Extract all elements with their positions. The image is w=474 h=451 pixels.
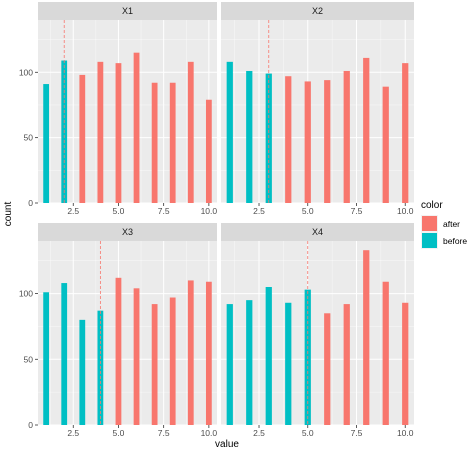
- bar-x2-1: [226, 61, 233, 204]
- x-tick-label: 7.5: [351, 206, 363, 216]
- bar-x2-9: [382, 86, 389, 203]
- bar-x2-8: [363, 57, 370, 204]
- bar-x1-10: [205, 99, 212, 203]
- x-tick-label: 2.5: [253, 428, 265, 438]
- legend-label-after: after: [443, 219, 460, 229]
- bar-x3-7: [151, 304, 158, 425]
- bar-x4-2: [246, 300, 253, 425]
- bar-x2-3: [265, 73, 272, 203]
- legend-label-before: before: [443, 236, 467, 246]
- x-tick-label: 2.5: [253, 206, 265, 216]
- x-tick-label: 5.0: [302, 206, 314, 216]
- x-tick-label: 10.0: [397, 428, 414, 438]
- x-tick-label: 7.5: [158, 206, 170, 216]
- bar-x3-2: [61, 283, 68, 425]
- y-tick-label: 0: [28, 198, 33, 208]
- bar-x1-8: [169, 82, 176, 203]
- bar-x1-1: [43, 84, 50, 203]
- legend-title: color: [421, 200, 443, 211]
- bar-x1-6: [133, 52, 140, 203]
- panel-background: [38, 241, 217, 425]
- y-tick-label: 100: [19, 67, 33, 77]
- x-axis-title: value: [215, 439, 239, 450]
- bar-x1-3: [79, 74, 86, 204]
- bar-x1-5: [115, 63, 122, 204]
- y-tick-label: 100: [19, 289, 33, 299]
- bar-x1-7: [151, 82, 158, 203]
- bar-x1-9: [187, 61, 194, 204]
- facet-panel-x2: X2 2.5 5.0 7.5 10.0: [221, 2, 414, 216]
- facet-strip: [38, 223, 217, 241]
- y-axis-title: count: [3, 202, 14, 227]
- facet-strip-label: X2: [312, 6, 323, 16]
- bar-x4-7: [343, 304, 350, 425]
- bar-x3-9: [187, 280, 194, 425]
- bar-x1-4: [97, 61, 104, 204]
- facet-strip-label: X3: [122, 227, 133, 237]
- x-tick-label: 7.5: [158, 428, 170, 438]
- bar-x3-3: [79, 319, 86, 425]
- x-tick-label: 2.5: [67, 206, 79, 216]
- bar-x3-10: [205, 281, 212, 425]
- bar-x2-4: [285, 76, 292, 203]
- facet-strip: [38, 2, 217, 20]
- facet-strip-label: X4: [312, 227, 323, 237]
- facet-panel-x4: X4 2.5 5.0 7.5 10.0: [221, 223, 414, 438]
- legend-key-before: [422, 233, 437, 248]
- bar-x2-2: [246, 70, 253, 203]
- facet-strip: [221, 2, 414, 20]
- bar-x2-6: [324, 80, 331, 203]
- bar-x4-1: [226, 304, 233, 425]
- facet-panel-x1: X1 0 50 100 2.5 5.0 7.5 10.0: [19, 2, 218, 216]
- bar-x4-6: [324, 313, 331, 425]
- y-tick-label: 50: [24, 354, 34, 364]
- panel-background: [38, 20, 217, 203]
- bar-x4-4: [285, 302, 292, 425]
- bar-x2-10: [402, 63, 409, 204]
- x-tick-label: 5.0: [113, 206, 125, 216]
- bar-x3-8: [169, 297, 176, 425]
- panel-background: [221, 20, 414, 203]
- x-tick-label: 10.0: [201, 428, 218, 438]
- bar-x2-7: [343, 70, 350, 203]
- bar-x3-1: [43, 292, 50, 425]
- y-tick-label: 0: [28, 420, 33, 430]
- bar-x3-5: [115, 277, 122, 425]
- facet-strip: [221, 223, 414, 241]
- legend-key-after: [422, 216, 437, 231]
- bar-x4-9: [382, 281, 389, 425]
- bar-x3-6: [133, 288, 140, 425]
- bar-x4-8: [363, 250, 370, 425]
- bar-x4-3: [265, 287, 272, 425]
- y-tick-label: 50: [24, 133, 34, 143]
- facet-strip-label: X1: [122, 6, 133, 16]
- x-tick-label: 10.0: [201, 206, 218, 216]
- bar-x4-10: [402, 302, 409, 425]
- panel-background: [221, 241, 414, 425]
- x-tick-label: 2.5: [67, 428, 79, 438]
- facet-panel-x3: X3 0 50 100 2.5 5.0 7.5 10.0: [19, 223, 218, 438]
- x-tick-label: 10.0: [397, 206, 414, 216]
- x-tick-label: 5.0: [113, 428, 125, 438]
- bar-x2-5: [304, 81, 311, 203]
- x-tick-label: 7.5: [351, 428, 363, 438]
- x-tick-label: 5.0: [302, 428, 314, 438]
